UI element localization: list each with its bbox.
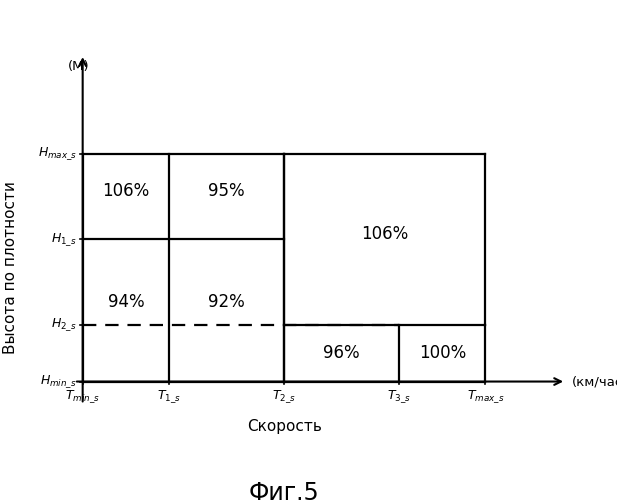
Text: $H_{1\_s}$: $H_{1\_s}$ (51, 231, 77, 248)
Text: $T_{min\_s}$: $T_{min\_s}$ (65, 388, 100, 406)
Text: $H_{max\_s}$: $H_{max\_s}$ (38, 146, 77, 162)
Text: 92%: 92% (208, 293, 245, 311)
Text: $H_{2\_s}$: $H_{2\_s}$ (51, 316, 77, 333)
Text: $H_{min\_s}$: $H_{min\_s}$ (40, 373, 77, 390)
Text: 95%: 95% (208, 182, 245, 200)
Text: Фиг.5: Фиг.5 (249, 481, 320, 500)
Text: 106%: 106% (361, 224, 408, 242)
Text: $T_{1\_s}$: $T_{1\_s}$ (157, 388, 181, 406)
Text: Высота по плотности: Высота по плотности (3, 182, 19, 354)
Text: 96%: 96% (323, 344, 360, 362)
Text: 106%: 106% (102, 182, 149, 200)
Text: $T_{3\_s}$: $T_{3\_s}$ (387, 388, 411, 406)
Text: $T_{2\_s}$: $T_{2\_s}$ (272, 388, 296, 406)
Text: $T_{max\_s}$: $T_{max\_s}$ (466, 388, 504, 406)
Text: Скорость: Скорость (247, 418, 321, 434)
Text: (км/час): (км/час) (572, 375, 617, 388)
Text: 100%: 100% (419, 344, 466, 362)
Text: 94%: 94% (107, 293, 144, 311)
Text: (М): (М) (68, 60, 90, 73)
